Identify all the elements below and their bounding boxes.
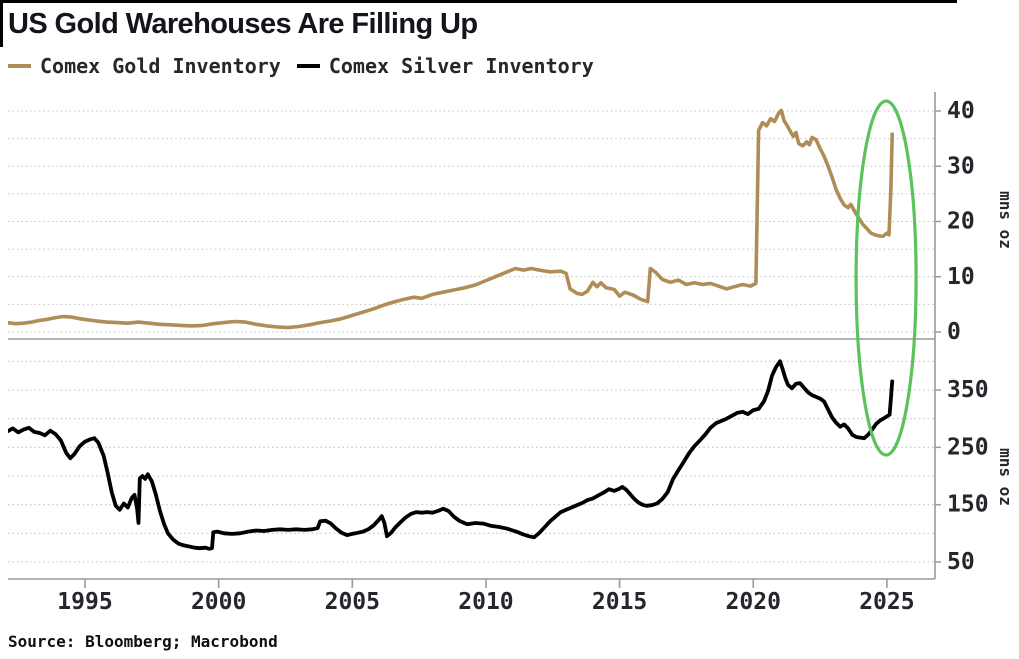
gold-inventory-line xyxy=(8,108,895,330)
page-title: US Gold Warehouses Are Filling Up xyxy=(8,8,478,40)
x-tick-label: 2010 xyxy=(458,589,513,615)
source-note: Source: Bloomberg; Macrobond xyxy=(8,632,278,651)
gold-legend-label: Comex Gold Inventory xyxy=(40,54,281,78)
gold-legend-swatch xyxy=(8,64,31,68)
y-tick-label: 250 xyxy=(947,434,989,460)
axis-labels: 0 10 20 30 40 50 150 250 350 1995 2000 2005 2010 2015… xyxy=(57,98,988,615)
y-tick-label: 10 xyxy=(947,264,975,290)
x-tick-label: 2015 xyxy=(592,589,647,615)
x-tick-label: 2000 xyxy=(191,589,246,615)
y-tick-label: 30 xyxy=(947,153,975,179)
gridlines xyxy=(8,110,935,563)
y-tick-label: 20 xyxy=(947,209,975,235)
y-tick-label: 0 xyxy=(947,319,961,345)
y-tick-label: 350 xyxy=(947,377,989,403)
silver-legend-swatch xyxy=(296,64,320,68)
silver-inventory-line xyxy=(8,359,895,551)
y-tick-label: 150 xyxy=(947,492,989,518)
y-tick-label: 50 xyxy=(947,549,975,575)
highlight-ellipse-annotation xyxy=(854,99,918,457)
x-tick-label: 1995 xyxy=(57,589,112,615)
silver-legend-label: Comex Silver Inventory xyxy=(328,54,594,78)
chart-legend: Comex Gold Inventory Comex Silver Invent… xyxy=(8,54,606,78)
y-tick-label: 40 xyxy=(947,98,975,124)
window-top-border xyxy=(0,0,957,3)
bottom-panel-unit-label: mns oz xyxy=(996,448,1015,506)
x-tick-label: 2005 xyxy=(325,589,380,615)
window-left-border xyxy=(0,0,3,47)
axes xyxy=(8,92,941,588)
data-series xyxy=(8,108,895,551)
x-tick-label: 2025 xyxy=(859,589,914,615)
top-panel-unit-label: mns oz xyxy=(996,191,1015,249)
x-tick-label: 2020 xyxy=(726,589,781,615)
